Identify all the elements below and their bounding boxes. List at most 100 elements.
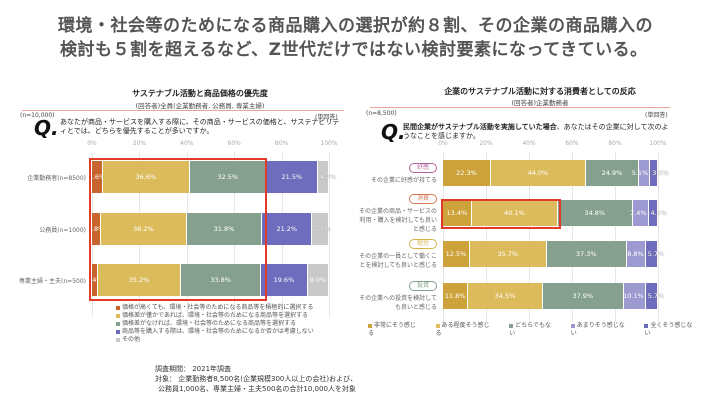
legend-text: その他: [122, 336, 141, 343]
axis-tick-label: 80%: [274, 140, 289, 147]
legend-swatch: [116, 329, 120, 334]
bar-segment: 22.3%: [443, 160, 491, 186]
bar-segment: 21.2%: [262, 213, 313, 245]
axis-tick-label: 40%: [180, 140, 194, 147]
bar-segment: 40.1%: [471, 200, 558, 226]
legend-swatch: [116, 321, 120, 326]
left-unit: (単回答): [315, 114, 338, 121]
stacked-bar: 12.5% 35.7% 37.3% 8.8% 5.7%: [443, 241, 664, 267]
right-legend: 非常にそう感じる ある程度そう感じる どちらでもない あまりそう感じない 全くそう感じな…: [368, 322, 698, 338]
row-label: 企業勤務者(n=8500): [0, 161, 86, 193]
row-label-text: 企業勤務者(n=8500): [27, 174, 86, 182]
legend-item: どちらでもない: [509, 322, 557, 338]
bar-segment: 8.8%: [626, 241, 646, 267]
legend-text: ある程度そう感じる: [435, 322, 490, 337]
category-tag: 就労: [408, 239, 437, 249]
bar-segment: 2.4%: [86, 264, 103, 296]
category-tag: 好感: [408, 162, 437, 173]
row-label-text: 専業主婦・主夫(n=500): [19, 277, 86, 285]
axis-tick-label: 0%: [438, 140, 448, 147]
legend-text: どちらでもない: [509, 322, 551, 337]
legend-text: 価格が高くても、環境・社会等のためになる商品等を積極的に選択する: [122, 304, 314, 311]
legend-swatch: [368, 323, 372, 328]
axis-tick-label: 100%: [320, 140, 338, 147]
bar-segment: 33.8%: [181, 264, 262, 296]
category-tag: 投資: [408, 281, 437, 291]
legend-item: 商品等を購入する際は、環境・社会等のためになるか否かは考慮しない: [116, 328, 336, 336]
left-divider: [22, 110, 344, 111]
axis-tick-label: 100%: [649, 140, 667, 147]
bar-segment: 34.8%: [557, 200, 633, 226]
right-question: 民間企業がサステナブル活動を実施していた場合、あなたはその企業に対して次のような…: [403, 123, 669, 140]
axis-tick-label: 60%: [227, 140, 241, 147]
bar-segment: 12.5%: [443, 241, 470, 267]
bar-segment: 24.9%: [585, 160, 640, 186]
stacked-bar: 22.3% 44.0% 24.9% 5.1% 3.6%: [443, 160, 669, 186]
left-sample-size: (n=10,000): [20, 112, 55, 119]
legend-text: 価格差がなければ、環境・社会等のためになる商品等を選択する: [122, 320, 297, 327]
right-unit: (単回答): [645, 112, 668, 119]
legend-item: 価格差がなければ、環境・社会等のためになる商品等を選択する: [116, 320, 336, 328]
gridline: [486, 152, 487, 322]
legend-text: 商品等を購入する際は、環境・社会等のためになるか否かは考慮しない: [122, 328, 314, 335]
right-chart-title: 企業のサステナブル活動に対する消費者としての反応: [444, 87, 636, 96]
bar-segment: 5.7%: [645, 241, 664, 267]
bar-segment: 36.2%: [101, 213, 187, 245]
stacked-bar: 2.4% 35.2% 33.8% 19.6% 9.0%: [86, 264, 329, 296]
legend-item: ある程度そう感じる: [435, 322, 496, 338]
legend-swatch: [116, 305, 120, 310]
survey-footer: 調査期間： 2021年調査 対象： 企業勤務者8,500名(企業規模300人以上…: [155, 365, 358, 393]
bar-segment: 35.7%: [469, 241, 547, 267]
axis-tick-label: 20%: [132, 140, 147, 147]
gridline: [329, 152, 330, 317]
bar-segment: 35.2%: [97, 264, 182, 296]
legend-text: 価格差が僅かであれば、環境・社会等のためになる商品等を選択する: [122, 312, 308, 319]
legend-item: 非常にそう感じる: [368, 322, 422, 338]
stacked-bar: 11.8% 34.5% 37.9% 10.1% 5.7%: [443, 283, 664, 309]
right-chart-subtitle: (回答者)企業勤務者: [511, 99, 569, 107]
row-label-text: その企業への投資を検討しても良いと感じる: [359, 295, 437, 311]
row-label: 公務員(n=1000): [0, 213, 86, 245]
bar-segment: 36.6%: [102, 161, 190, 193]
row-label: 専業主婦・主夫(n=500): [0, 264, 86, 296]
right-sample-size: (n=8,500): [366, 110, 397, 117]
legend-item: 価格が高くても、環境・社会等のためになる商品等を積極的に選択する: [116, 304, 336, 312]
bar-segment: 10.1%: [623, 283, 646, 309]
right-highlight-box: [441, 199, 561, 229]
bar-segment: 5.7%: [645, 283, 664, 309]
bar-segment: 31.8%: [186, 213, 263, 245]
axis-tick-label: 60%: [565, 140, 579, 147]
stacked-bar: 13.4%40.1%34.8%7.4%4.4%: [443, 200, 667, 226]
row-label: 投資その企業への投資を検討しても良いと感じる: [357, 281, 437, 311]
axis-tick-label: 80%: [608, 140, 622, 147]
legend-item: 価格差が僅かであれば、環境・社会等のためになる商品等を選択する: [116, 312, 336, 320]
legend-swatch: [116, 337, 120, 342]
bar-segment: 11.8%: [443, 283, 469, 309]
bar-segment: 34.5%: [468, 283, 543, 309]
legend-text: 全くそう感じない: [644, 322, 693, 337]
bar-segment: 37.3%: [546, 241, 627, 267]
gridline: [572, 152, 573, 322]
right-q-mark: Q.: [381, 120, 406, 144]
left-q-mark: Q.: [34, 116, 59, 140]
row-label: 消費 その企業の商品・サービスの利用・購入を検討しても良いと感じる: [357, 193, 437, 233]
gridline: [529, 152, 530, 322]
bar-segment: 3.8%: [88, 213, 104, 245]
axis-tick-label: 0%: [87, 140, 97, 147]
right-divider: [370, 107, 670, 108]
left-chart-title: サステナブル活動と商品価格の優先度: [132, 89, 268, 98]
legend-item: 全くそう感じない: [644, 322, 698, 338]
row-label-text: その企業の一員として働くことを検討しても良いと感じる: [359, 253, 437, 269]
left-question: あなたが商品・サービスを購入する際に、その商品・サービスの価格と、サステナビリテ…: [60, 118, 340, 135]
gridline: [615, 152, 616, 322]
bar-segment: 9.0%: [307, 264, 329, 296]
left-legend: 価格が高くても、環境・社会等のためになる商品等を積極的に選択する 価格差が僅かであ…: [116, 304, 336, 344]
bar-segment: 21.5%: [266, 161, 318, 193]
legend-swatch: [435, 323, 440, 328]
left-highlight-box: [89, 158, 267, 301]
row-label: 好感 その企業に好感が持てる: [357, 160, 437, 186]
bar-segment: 7.0%: [312, 213, 331, 245]
legend-swatch: [570, 323, 575, 328]
axis-tick-label: 20%: [479, 140, 493, 147]
bar-segment: 7.4%: [630, 200, 649, 226]
